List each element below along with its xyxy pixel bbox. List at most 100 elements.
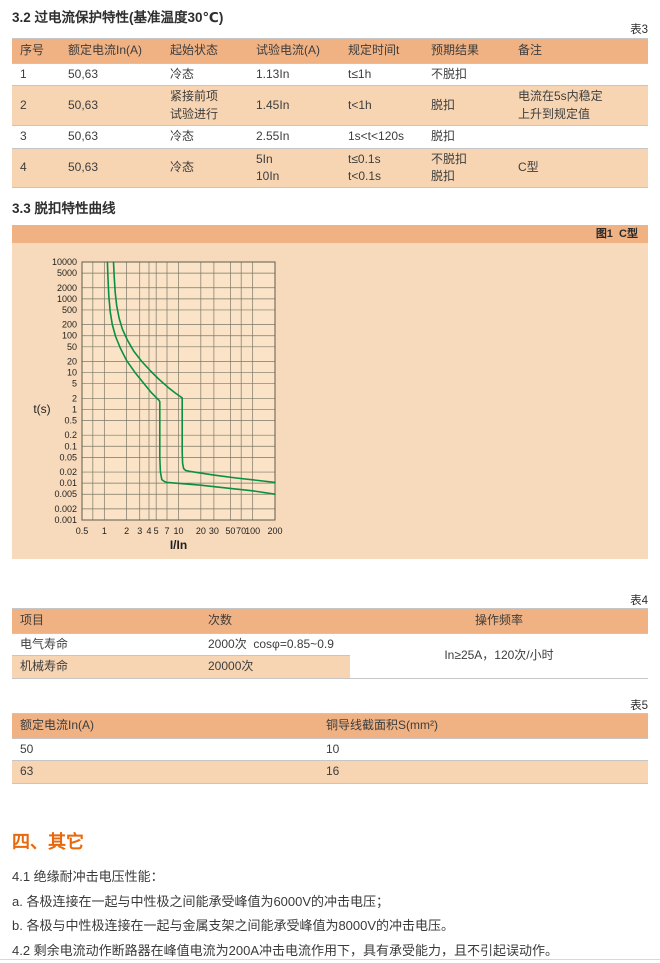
cell: 1 <box>20 67 27 81</box>
table-header-row: 额定电流In(A) 铜导线截面积S(mm²) <box>12 713 648 739</box>
cell: 4 <box>20 160 27 175</box>
trip-curve-chart: 0.5 1 2 3 4 5 7 10 20 30 50 70 100 200 10000 5000 2000 10… <box>12 243 648 559</box>
x-tick: 10 <box>173 526 183 536</box>
col-header: 试验电流(A) <box>248 38 340 64</box>
y-tick: 2 <box>72 393 77 403</box>
x-tick: 0.5 <box>76 526 89 536</box>
cell: 5In 10In <box>256 151 280 183</box>
col-header: 规定时间t <box>340 38 423 64</box>
section-4-title: 四、其它 <box>12 832 84 852</box>
col-header: 序号 <box>12 38 60 64</box>
y-tick: 2000 <box>57 283 77 293</box>
x-tick: 20 <box>196 526 206 536</box>
y-tick: 0.5 <box>64 416 77 426</box>
table5-label: 表5 <box>630 700 648 712</box>
overcurrent-protection-table: 序号 额定电流In(A) 起始状态 试验电流(A) 规定时间t 预期结果 备注 … <box>12 38 648 189</box>
table-row: 4 50,63 冷态 5In 10In t≤0.1s t<0.1s 不脱扣 脱扣… <box>12 148 648 188</box>
cell: 50,63 <box>68 160 99 175</box>
figure-title-band: 图1 C型 <box>12 225 648 243</box>
table4-label: 表4 <box>630 595 648 607</box>
cell: 63 <box>20 764 34 779</box>
table-row: 50 10 <box>12 738 648 761</box>
x-tick: 50 <box>225 526 235 536</box>
table-row: 2 50,63 紧接前项 试验进行 1.45In t<1h 脱扣 电流在5s内稳… <box>12 85 648 126</box>
y-tick: 1000 <box>57 294 77 304</box>
y-tick: 100 <box>62 331 77 341</box>
y-tick: 200 <box>62 320 77 330</box>
x-tick: 70 <box>236 526 246 536</box>
cell: 不脱扣 脱扣 <box>431 151 468 183</box>
table-row: 63 16 <box>12 760 648 784</box>
cell: 2 <box>20 98 27 113</box>
cell: t<1h <box>348 98 372 113</box>
cell: C型 <box>518 160 539 175</box>
col-header: 铜导线截面积S(mm²) <box>318 713 648 739</box>
y-tick: 20 <box>67 356 77 366</box>
cell: 3 <box>20 129 27 144</box>
cell <box>510 126 648 148</box>
y-tick: 0.001 <box>54 515 77 525</box>
cell: 50,63 <box>68 98 99 113</box>
table3-label: 表3 <box>630 24 648 36</box>
y-tick: 10 <box>67 368 77 378</box>
cell: 不脱扣 <box>431 67 468 81</box>
x-tick: 2 <box>124 526 129 536</box>
cell <box>510 64 648 86</box>
col-header: 项目 <box>12 608 200 634</box>
trip-curve <box>106 261 276 495</box>
cell: 10 <box>326 742 340 756</box>
plot-border <box>81 261 276 521</box>
table-row: 1 50,63 冷态 1.13In t≤1h 不脱扣 <box>12 63 648 86</box>
col-header: 操作频率 <box>350 608 648 634</box>
trip-curve <box>112 261 276 484</box>
col-header: 次数 <box>200 608 350 634</box>
cell: 冷态 <box>170 67 195 81</box>
y-tick: 500 <box>62 305 77 315</box>
x-tick: 5 <box>154 526 159 536</box>
merged-cell-operation-frequency: In≥25A，120次/小时 <box>444 648 554 663</box>
x-tick: 200 <box>267 526 282 536</box>
cell: t≤0.1s t<0.1s <box>348 151 382 183</box>
x-tick: 30 <box>209 526 219 536</box>
cell: 1.13In <box>256 67 290 81</box>
table-header-row: 序号 额定电流In(A) 起始状态 试验电流(A) 规定时间t 预期结果 备注 <box>12 38 648 64</box>
section-3-2-title: 3.2 过电流保护特性(基准温度30℃) <box>12 10 224 25</box>
cell: 20000次 <box>200 655 350 679</box>
y-tick: 0.05 <box>59 452 77 462</box>
table-header-row: 项目 次数 操作频率 <box>12 608 648 634</box>
cell: 50,63 <box>68 67 99 81</box>
x-tick: 7 <box>165 526 170 536</box>
x-tick: 3 <box>137 526 142 536</box>
cell: 1s<t<120s <box>348 129 405 144</box>
cell: 冷态 <box>170 160 195 175</box>
x-axis-label: I/In <box>170 538 187 552</box>
table-row: 电气寿命 2000次 cosφ=0.85~0.9 In≥25A，120次/小时 <box>12 633 648 662</box>
y-tick: 1 <box>72 404 77 414</box>
cell: 脱扣 <box>431 98 456 113</box>
col-header: 起始状态 <box>162 38 248 64</box>
y-tick: 0.002 <box>54 504 77 514</box>
y-tick: 0.005 <box>54 489 77 499</box>
col-header: 额定电流In(A) <box>12 713 318 739</box>
y-tick: 50 <box>67 342 77 352</box>
cell: 16 <box>326 764 340 779</box>
wire-section-table: 额定电流In(A) 铜导线截面积S(mm²) 50 10 63 16 <box>12 713 648 784</box>
y-tick: 0.2 <box>64 430 77 440</box>
paragraph-4-1-b: b. 各极与中性极连接在一起与金属支架之间能承受峰值为8000V的冲击电压。 <box>12 918 455 933</box>
y-tick: 0.02 <box>59 467 77 477</box>
x-tick: 4 <box>146 526 151 536</box>
y-axis-label: t(s) <box>33 402 50 416</box>
col-header: 备注 <box>510 38 648 64</box>
endurance-table: 项目 次数 操作频率 电气寿命 2000次 cosφ=0.85~0.9 In≥2… <box>12 608 648 679</box>
cell: 50,63 <box>68 129 99 144</box>
y-tick: 0.1 <box>64 441 77 451</box>
cell: 冷态 <box>170 129 195 144</box>
cell: 电气寿命 <box>20 637 69 651</box>
cell: 紧接前项 试验进行 <box>170 89 219 121</box>
x-tick: 1 <box>102 526 107 536</box>
cell: 2000次 cosφ=0.85~0.9 <box>208 637 334 651</box>
